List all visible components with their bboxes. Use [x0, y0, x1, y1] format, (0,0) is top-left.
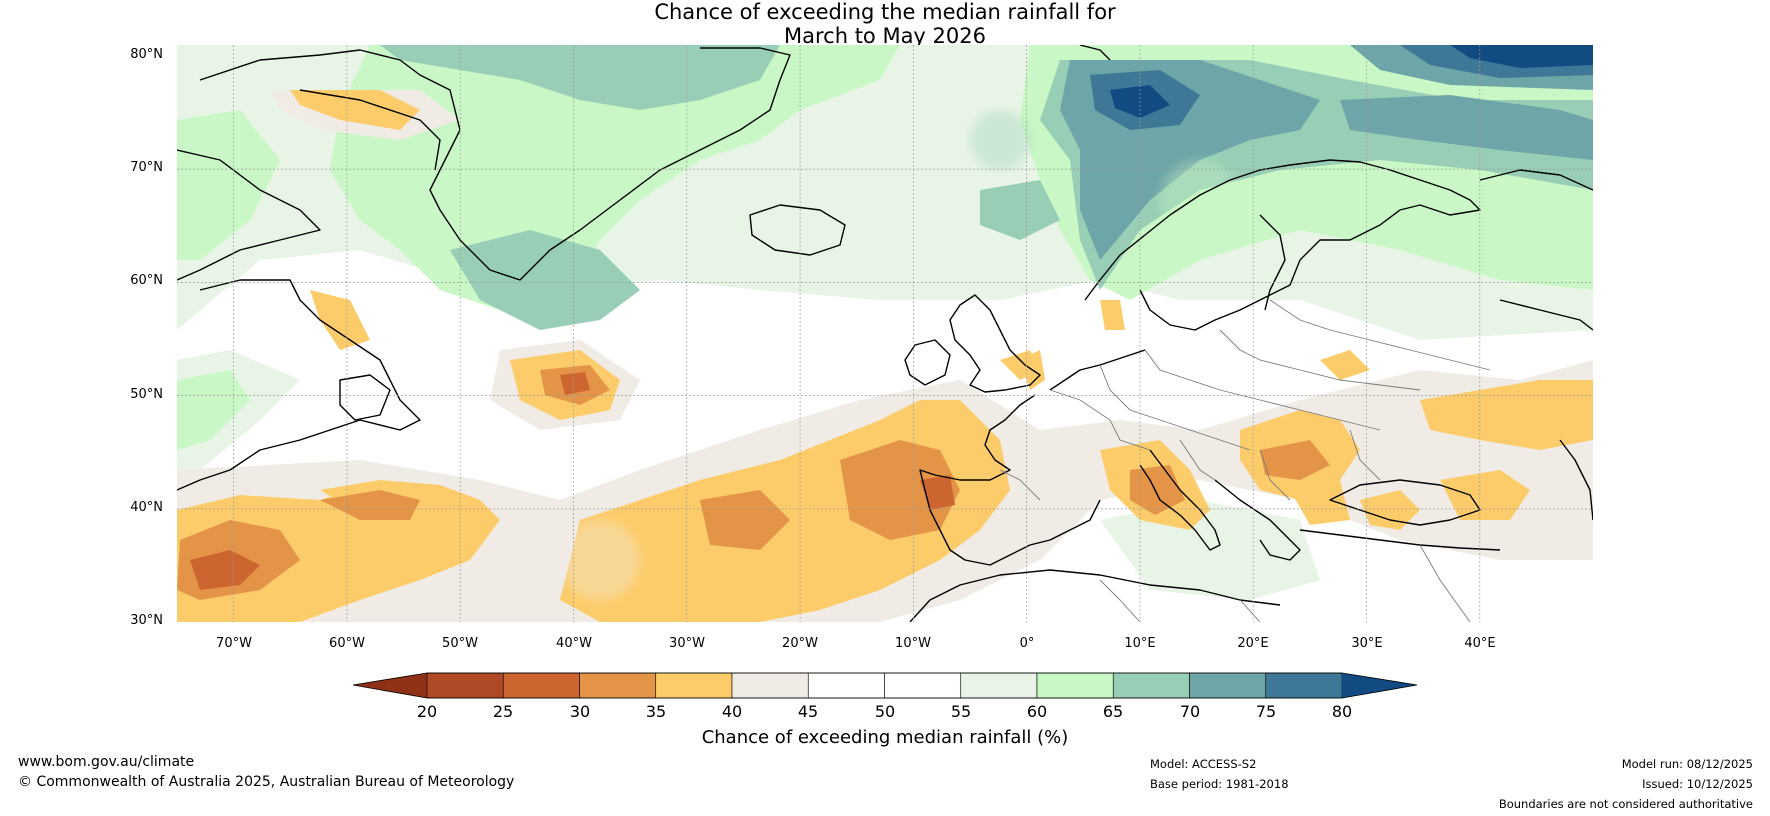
- lon-label-40e: 40°E: [1464, 636, 1496, 651]
- colorbar-tick-80: 80: [1331, 702, 1353, 721]
- caspian-coast: [1559, 439, 1593, 521]
- map-plot-area: [177, 45, 1593, 622]
- band-25-30: [190, 372, 955, 590]
- colorbar-low-extension: [353, 673, 427, 698]
- great-britain-coast: [949, 294, 1041, 393]
- graticule: [177, 45, 1593, 622]
- map-title: Chance of exceeding the median rainfall …: [0, 0, 1770, 48]
- colorbar-segment-45-50: [807, 672, 885, 699]
- colorbar-segment-40-45: [731, 672, 809, 699]
- svalbard-coast: [1079, 45, 1111, 61]
- italy-coast: [1139, 449, 1221, 551]
- colorbar: [352, 672, 1418, 699]
- footer-base-period: Base period: 1981-2018: [1150, 777, 1289, 791]
- lon-label-50w: 50°W: [442, 636, 478, 651]
- colorbar-segment-55-60: [960, 672, 1038, 699]
- labrador-coast: [177, 279, 421, 491]
- title-line-1: Chance of exceeding the median rainfall …: [654, 0, 1116, 24]
- lon-label-60w: 60°W: [329, 636, 365, 651]
- greenland-coast: [199, 47, 791, 281]
- colorbar-segment-75-80: [1265, 672, 1343, 699]
- colorbar-segments: [426, 672, 1343, 699]
- footer-issued: Issued: 10/12/2025: [1642, 777, 1753, 791]
- iceland-coast: [749, 204, 846, 256]
- colorbar-tick-50: 50: [874, 702, 896, 721]
- lat-label-80n: 80°N: [130, 47, 163, 62]
- colorbar-segment-35-40: [655, 672, 733, 699]
- newfoundland-coast: [339, 374, 391, 421]
- rainfall-probability-field: [177, 45, 1593, 622]
- lat-label-60n: 60°N: [130, 273, 163, 288]
- colorbar-tick-20: 20: [416, 702, 438, 721]
- lon-label-30w: 30°W: [669, 636, 705, 651]
- lon-label-20w: 20°W: [782, 636, 818, 651]
- colorbar-high-extension: [1342, 673, 1417, 698]
- lon-label-0: 0°: [1019, 636, 1035, 651]
- colorbar-tick-40: 40: [721, 702, 743, 721]
- russia-north-coast: [1479, 169, 1593, 331]
- footer-model-run: Model run: 08/12/2025: [1621, 757, 1753, 771]
- colorbar-tick-65: 65: [1102, 702, 1124, 721]
- colorbar-tick-35: 35: [645, 702, 667, 721]
- colorbar-tick-55: 55: [950, 702, 972, 721]
- colorbar-tick-30: 30: [569, 702, 591, 721]
- colorbar-segment-70-75: [1189, 672, 1267, 699]
- colorbar-segment-60-65: [1036, 672, 1114, 699]
- ireland-coast: [904, 339, 951, 386]
- colorbar-segment-50-55: [884, 672, 962, 699]
- lat-label-50n: 50°N: [130, 387, 163, 402]
- colorbar-segment-25-30: [502, 672, 580, 699]
- footer-website: www.bom.gov.au/climate: [18, 754, 195, 770]
- country-borders: [999, 299, 1491, 622]
- footer-disclaimer: Boundaries are not considered authoritat…: [1498, 797, 1753, 811]
- lon-label-10w: 10°W: [895, 636, 931, 651]
- colorbar-tick-70: 70: [1179, 702, 1201, 721]
- colorbar-tick-45: 45: [797, 702, 819, 721]
- colorbar-tick-60: 60: [1026, 702, 1048, 721]
- lon-label-10e: 10°E: [1124, 636, 1156, 651]
- lat-label-40n: 40°N: [130, 500, 163, 515]
- colorbar-segment-65-70: [1112, 672, 1190, 699]
- lat-label-70n: 70°N: [130, 160, 163, 175]
- balkans-coast: [1214, 479, 1301, 561]
- lon-label-70w: 70°W: [216, 636, 252, 651]
- colorbar-title: Chance of exceeding median rainfall (%): [701, 727, 1069, 748]
- colorbar-tick-75: 75: [1255, 702, 1277, 721]
- lon-label-30e: 30°E: [1351, 636, 1383, 651]
- footer-copyright: © Commonwealth of Australia 2025, Austra…: [18, 774, 515, 790]
- colorbar-segment-20-25: [426, 672, 504, 699]
- bothnia-coast: [1259, 214, 1286, 311]
- lat-label-30n: 30°N: [130, 613, 163, 628]
- europe-west-coast: [919, 349, 1146, 566]
- title-line-2: March to May 2026: [784, 24, 986, 48]
- lon-label-20e: 20°E: [1237, 636, 1269, 651]
- north-africa-coast: [909, 569, 1281, 622]
- turkey-coast: [1299, 529, 1501, 551]
- field-softening: [560, 110, 1240, 600]
- colorbar-tick-25: 25: [492, 702, 514, 721]
- lon-label-40w: 40°W: [556, 636, 592, 651]
- footer-model: Model: ACCESS-S2: [1150, 757, 1257, 771]
- colorbar-segment-30-35: [579, 672, 657, 699]
